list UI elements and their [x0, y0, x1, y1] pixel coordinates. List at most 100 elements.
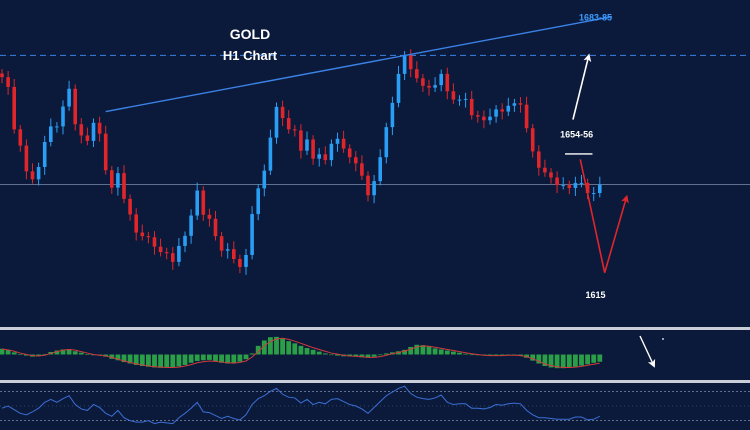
macd-bar [463, 353, 468, 355]
macd-bar [316, 351, 322, 355]
macd-histogram [0, 336, 603, 369]
candle [482, 116, 486, 121]
macd-bar [225, 354, 231, 364]
macd-bar [402, 349, 407, 355]
candle [152, 237, 157, 247]
candle [24, 145, 29, 172]
candle [274, 106, 279, 138]
macd-bar [585, 354, 590, 365]
candle [323, 154, 328, 161]
macd-bar [420, 345, 426, 355]
macd-bar [396, 351, 401, 355]
candle [128, 198, 132, 215]
chart-subtitle: H1 Chart [222, 48, 278, 63]
macd-bar [158, 354, 163, 368]
macd-bar [24, 354, 29, 356]
candle [512, 103, 517, 106]
candle [415, 69, 419, 79]
candle [171, 253, 175, 262]
macd-bar [536, 354, 542, 364]
candle [476, 115, 480, 117]
macd-bar [518, 354, 523, 356]
candle [30, 171, 35, 180]
candle [469, 98, 474, 116]
candle [366, 175, 370, 196]
level-label-1683-85: 1683-85 [579, 13, 612, 23]
candle [213, 218, 218, 237]
candles-group [0, 49, 602, 275]
rising-trendline [105, 15, 613, 113]
candle [0, 73, 4, 78]
candle [585, 182, 590, 194]
macd-bar [255, 345, 261, 355]
candle [189, 215, 193, 236]
macd-bar [591, 354, 597, 363]
macd-bar [60, 349, 66, 355]
candle [537, 151, 541, 168]
candle [12, 86, 16, 130]
macd-bar [530, 354, 536, 361]
candle [524, 104, 529, 129]
macd-bar [17, 354, 23, 355]
candle [262, 170, 267, 189]
macd-bar [11, 352, 17, 355]
macd-bar [304, 348, 310, 355]
candle [494, 109, 498, 117]
macd-bar [499, 354, 505, 356]
macd-bar [207, 354, 212, 360]
candle [311, 139, 315, 159]
macd-signal-line [1, 337, 600, 368]
macd-bar [231, 354, 237, 364]
macd-bar [597, 354, 603, 362]
candle [567, 185, 572, 188]
candle [256, 188, 260, 215]
candle [280, 106, 285, 119]
macd-bar [188, 354, 194, 363]
macd-bar [365, 354, 371, 358]
candle [67, 88, 71, 107]
candle [317, 154, 321, 159]
candle [488, 116, 492, 121]
macd-bar [42, 354, 48, 355]
macd-bar [200, 354, 206, 361]
macd-bar [146, 354, 151, 367]
candle [378, 157, 382, 182]
candle [360, 163, 364, 176]
macd-bar [164, 354, 170, 368]
candle [225, 249, 230, 251]
candle [457, 99, 462, 101]
candle [573, 182, 578, 188]
macd-bar [121, 354, 127, 363]
arrow-macd-down [639, 335, 656, 368]
candle [36, 166, 41, 180]
macd-bar [249, 353, 255, 355]
candle [555, 177, 559, 186]
candle [219, 236, 224, 251]
macd-bar [54, 350, 60, 355]
macd-bar [292, 343, 298, 355]
level-label-1615: 1615 [586, 290, 606, 300]
candle [506, 105, 511, 112]
candle [49, 126, 53, 142]
candle [164, 252, 169, 254]
candle [268, 137, 273, 171]
candle [158, 246, 163, 253]
macd-bar [243, 354, 249, 360]
macd-bar [579, 354, 584, 366]
macd-bar [274, 336, 279, 355]
candle [250, 214, 254, 256]
arrow-up [572, 53, 592, 120]
candle [543, 167, 547, 173]
candle [384, 127, 389, 158]
macd-bar [359, 354, 365, 358]
candle [354, 157, 358, 164]
macd-bar [353, 354, 359, 357]
macd-bar [298, 345, 304, 355]
candle [299, 130, 303, 151]
level-label-1654-56: 1654-56 [560, 130, 593, 140]
candle [55, 126, 59, 128]
candle [73, 88, 77, 125]
macd-bar [310, 349, 316, 355]
